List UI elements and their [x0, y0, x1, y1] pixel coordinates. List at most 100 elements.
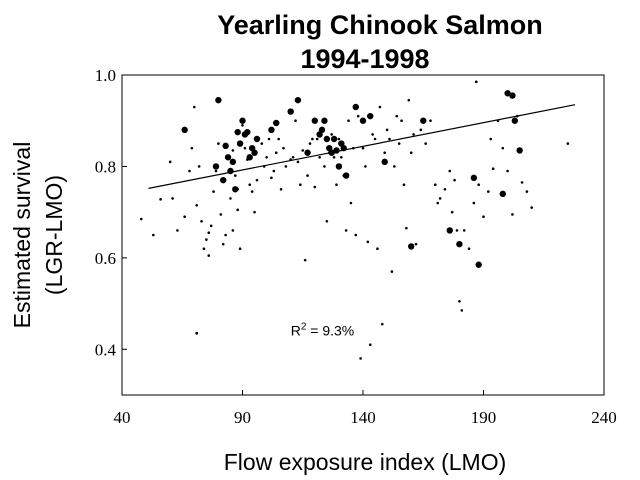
x-axis-ticks: 40 90 140 190 240	[114, 390, 617, 427]
data-point-small	[291, 155, 295, 159]
data-point-large	[311, 117, 318, 124]
data-point-small	[200, 219, 203, 223]
data-point-large	[318, 126, 326, 134]
data-point-small	[344, 229, 348, 232]
data-point-small	[361, 146, 365, 150]
data-point-small	[356, 114, 360, 118]
data-point-large	[408, 243, 415, 250]
data-point-small	[472, 201, 476, 205]
data-point-small	[207, 231, 211, 235]
data-point-large	[220, 176, 227, 184]
data-point-small	[397, 142, 401, 145]
data-point-small	[193, 105, 196, 109]
data-point-large	[381, 158, 388, 166]
data-point-small	[455, 229, 459, 232]
data-point-small	[354, 233, 358, 237]
data-point-small	[393, 165, 396, 168]
data-point-small	[299, 183, 302, 187]
data-point-large	[330, 135, 338, 143]
data-point-large	[232, 186, 239, 193]
data-point-small	[453, 178, 456, 182]
data-point-small	[195, 203, 199, 207]
data-point-large	[212, 163, 220, 170]
data-point-small	[188, 169, 191, 173]
data-point-small	[511, 213, 514, 216]
data-point-small	[265, 155, 268, 159]
data-point-small	[318, 155, 321, 159]
data-point-small	[274, 151, 278, 155]
data-point-small	[566, 142, 570, 145]
data-point-small	[474, 80, 478, 84]
data-point-small	[412, 133, 415, 136]
data-point-large	[244, 128, 251, 136]
data-point-large	[323, 135, 331, 143]
data-point-small	[168, 160, 172, 164]
data-point-small	[335, 183, 338, 187]
data-point-small	[448, 169, 452, 173]
data-point-small	[238, 247, 242, 251]
data-point-large	[229, 158, 237, 166]
data-point-small	[407, 98, 411, 102]
data-point-large	[224, 154, 232, 161]
data-point-small	[460, 309, 464, 312]
data-point-small	[205, 238, 208, 241]
x-tick-label: 140	[350, 408, 376, 427]
data-point-small	[371, 133, 374, 136]
data-point-small	[376, 247, 379, 251]
data-point-small	[489, 137, 493, 141]
x-tick-label: 190	[471, 408, 497, 427]
data-point-small	[414, 242, 418, 246]
data-point-small	[171, 197, 174, 200]
data-point-small	[330, 133, 333, 136]
data-point-large	[321, 117, 328, 124]
data-point-small	[323, 165, 326, 168]
data-point-large	[367, 112, 374, 120]
data-point-large	[446, 227, 453, 234]
data-point-small	[224, 233, 227, 237]
data-point-small	[388, 137, 391, 141]
data-point-small	[311, 137, 314, 141]
data-point-large	[335, 163, 343, 170]
data-point-large	[215, 96, 222, 104]
data-point-small	[219, 213, 223, 216]
data-point-large	[239, 117, 246, 124]
data-point-small	[308, 142, 312, 145]
data-point-large	[333, 147, 340, 154]
data-point-small	[272, 169, 276, 173]
data-point-small	[294, 119, 297, 123]
x-tick-label: 90	[234, 408, 251, 427]
x-tick-label: 40	[114, 408, 131, 427]
data-point-small	[159, 198, 162, 201]
data-point-small	[277, 137, 280, 141]
y-axis-label-line2: (LGR-LMO)	[41, 175, 67, 295]
data-point-small	[400, 119, 403, 123]
data-point-small	[409, 151, 413, 155]
data-point-small	[296, 160, 300, 164]
data-point-small	[462, 229, 466, 232]
data-point-small	[306, 174, 309, 177]
data-point-small	[207, 254, 211, 257]
x-tick-label: 240	[591, 408, 617, 427]
x-axis-label: Flow exposure index (LMO)	[224, 449, 507, 475]
data-point-small	[477, 183, 480, 187]
data-point-large	[499, 190, 506, 198]
data-point-small	[438, 197, 442, 200]
data-point-small	[176, 229, 179, 232]
data-point-large	[509, 92, 516, 99]
data-point-large	[246, 154, 253, 161]
data-point-large	[359, 117, 367, 124]
data-point-small	[429, 119, 432, 123]
y-axis-ticks: 1.0 0.8 0.6 0.4	[95, 66, 127, 359]
data-point-small	[221, 242, 225, 246]
data-point-small	[467, 247, 471, 251]
r-squared-annotation: R2 = 9.3%	[291, 322, 355, 339]
data-point-large	[504, 90, 511, 97]
trend-line	[148, 104, 576, 189]
data-point-small	[458, 299, 461, 303]
data-point-small	[313, 185, 317, 189]
data-point-small	[349, 201, 353, 205]
data-point-large	[234, 128, 241, 136]
data-point-small	[347, 119, 350, 123]
data-point-small	[241, 123, 244, 127]
data-point-large	[253, 135, 261, 143]
